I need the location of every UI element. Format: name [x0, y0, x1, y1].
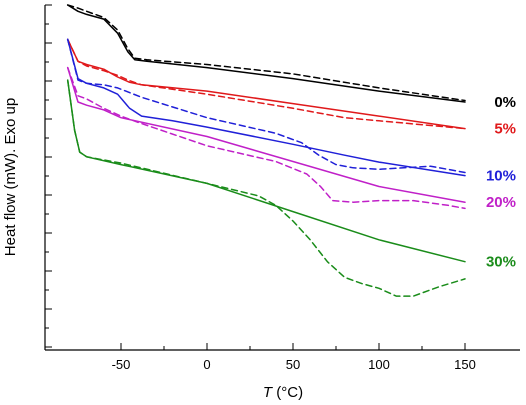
series-label-10pct: 10%: [486, 168, 516, 185]
series-label-5pct: 5%: [494, 121, 516, 138]
curves: [66, 4, 466, 297]
x-axis-title-symbol: T: [263, 384, 274, 401]
x-axis-title: T (°C): [263, 384, 303, 401]
series-label-20pct: 20%: [486, 194, 516, 211]
x-tick-label: -50: [112, 357, 131, 372]
axes: [44, 5, 520, 351]
series-labels: 0% 5% 10% 20% 30%: [486, 94, 516, 271]
x-axis-title-unit: (°C): [272, 384, 303, 401]
series-20pct-dashed-line: [66, 66, 466, 210]
x-tick-label: 150: [454, 357, 476, 372]
series-10pct-solid-line: [66, 38, 466, 177]
x-tick-label: 100: [368, 357, 390, 372]
x-tick-label: 50: [286, 357, 300, 372]
series-5pct-dashed-line: [66, 38, 466, 130]
series-0pct-dashed-line: [66, 4, 466, 102]
series-10pct-dashed-line: [66, 38, 466, 174]
series-30pct-solid-line: [66, 79, 466, 263]
series-20pct-solid-line: [66, 66, 466, 203]
series-label-30pct: 30%: [486, 254, 516, 271]
y-axis-title: Heat flow (mW). Exo up: [2, 98, 19, 256]
x-tick-label: 0: [203, 357, 210, 372]
y-ticks: [45, 4, 52, 348]
series-0pct-solid-line: [66, 4, 466, 103]
x-ticks: -50 0 50 100 150: [112, 343, 476, 372]
series-5pct-solid-line: [66, 38, 466, 130]
series-label-0pct: 0%: [494, 94, 516, 111]
series-30pct-dashed-line: [66, 79, 466, 297]
